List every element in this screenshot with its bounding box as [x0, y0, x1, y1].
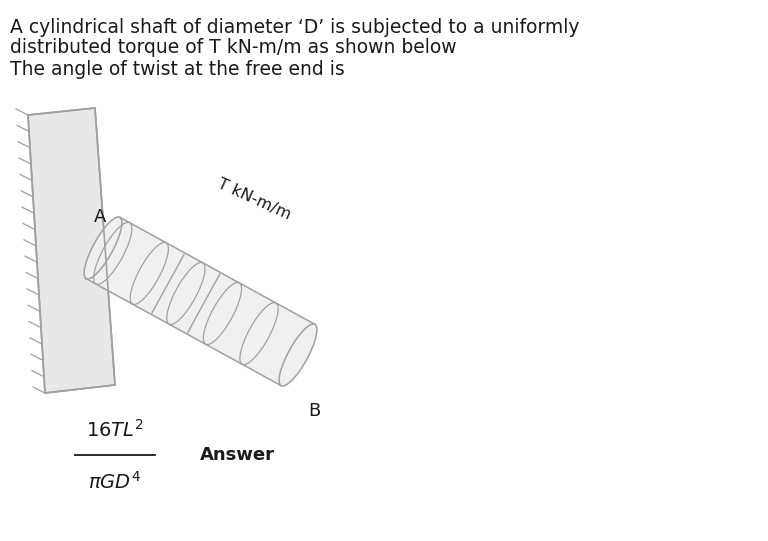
Polygon shape [28, 108, 115, 393]
Text: B: B [308, 402, 320, 420]
Text: T kN-m/m: T kN-m/m [215, 176, 293, 223]
Text: A: A [94, 208, 106, 226]
Text: Answer: Answer [200, 446, 275, 464]
Text: The angle of twist at the free end is: The angle of twist at the free end is [10, 60, 345, 79]
Text: A cylindrical shaft of diameter ‘D’ is subjected to a uniformly: A cylindrical shaft of diameter ‘D’ is s… [10, 18, 580, 37]
Polygon shape [86, 217, 315, 386]
Text: $\pi GD^4$: $\pi GD^4$ [88, 471, 141, 493]
Text: $16TL^2$: $16TL^2$ [86, 419, 144, 441]
Text: distributed torque of T kN-m/m as shown below: distributed torque of T kN-m/m as shown … [10, 38, 457, 57]
Ellipse shape [279, 324, 317, 386]
Ellipse shape [84, 217, 122, 279]
